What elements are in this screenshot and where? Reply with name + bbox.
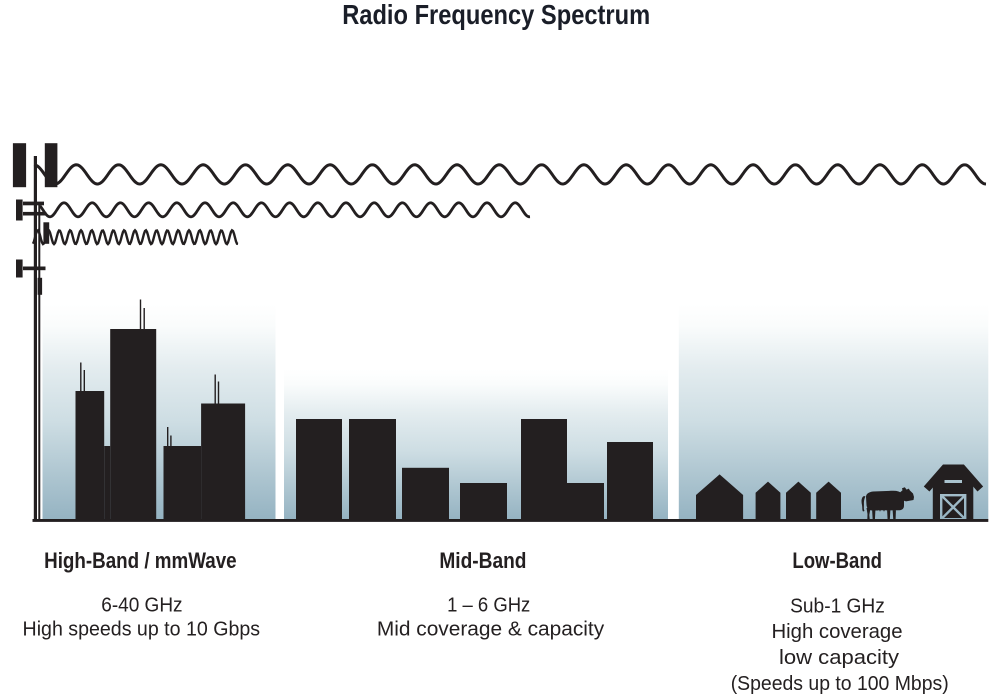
svg-text:Sub-1 GHz: Sub-1 GHz — [790, 596, 885, 618]
svg-text:High-Band / mmWave: High-Band / mmWave — [44, 548, 237, 573]
svg-text:Mid-Band: Mid-Band — [439, 548, 526, 573]
svg-text:1 – 6 GHz: 1 – 6 GHz — [447, 595, 530, 617]
svg-text:low capacity: low capacity — [779, 647, 900, 669]
svg-text:High coverage: High coverage — [772, 621, 903, 643]
svg-text:6-40 GHz: 6-40 GHz — [101, 595, 182, 617]
svg-text:Radio Frequency Spectrum: Radio Frequency Spectrum — [342, 0, 650, 30]
svg-text:Mid coverage & capacity: Mid coverage & capacity — [377, 619, 605, 641]
svg-text:Low-Band: Low-Band — [792, 548, 882, 573]
svg-text:High speeds up to 10 Gbps: High speeds up to 10 Gbps — [23, 619, 261, 641]
svg-text:(Speeds up to 100 Mbps): (Speeds up to 100 Mbps) — [731, 673, 949, 695]
